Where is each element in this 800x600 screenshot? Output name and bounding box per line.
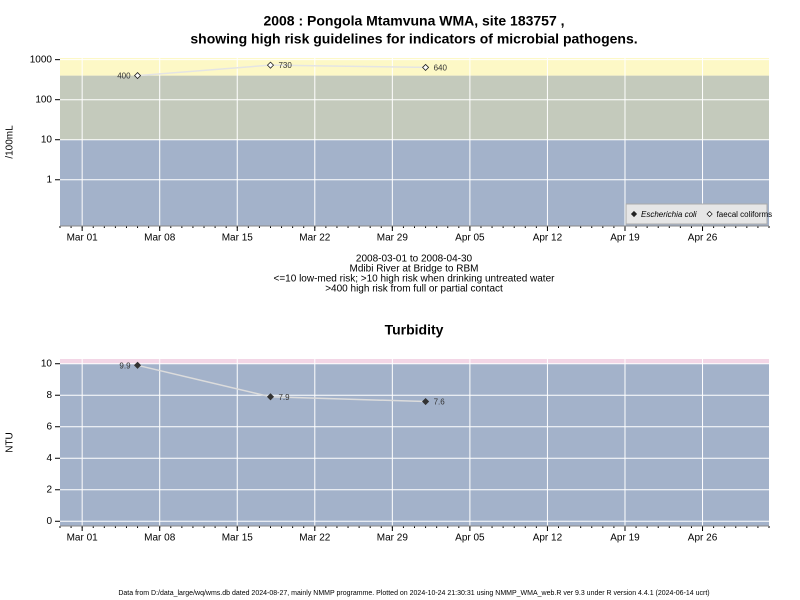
y-tick-label: 1 bbox=[46, 174, 52, 185]
data-label: 7.9 bbox=[278, 393, 290, 402]
subtitle: Mdibi River at Bridge to RBM bbox=[350, 264, 479, 275]
y-tick-label: 100 bbox=[35, 94, 52, 105]
subtitle: >400 high risk from full or partial cont… bbox=[325, 284, 503, 295]
title: 2008 : Pongola Mtamvuna WMA, site 183757… bbox=[263, 13, 564, 29]
y-tick-label: 4 bbox=[46, 453, 52, 464]
x-tick-label: Apr 05 bbox=[455, 233, 485, 244]
data-label: 7.6 bbox=[434, 398, 446, 407]
x-tick-label: Mar 29 bbox=[377, 533, 409, 544]
data-label: 730 bbox=[278, 61, 292, 70]
x-tick-label: Mar 15 bbox=[222, 533, 254, 544]
y-axis-label: /100mL bbox=[5, 125, 16, 159]
y-tick-label: 6 bbox=[46, 421, 52, 432]
subtitle: 2008-03-01 to 2008-04-30 bbox=[356, 254, 473, 265]
x-tick-label: Apr 26 bbox=[688, 233, 718, 244]
footer: Data from D:/data_large/wq/wms.db dated … bbox=[118, 590, 709, 597]
risk-band bbox=[60, 75, 769, 140]
x-tick-label: Apr 12 bbox=[533, 233, 563, 244]
x-tick-label: Mar 22 bbox=[299, 233, 331, 244]
x-tick-label: Apr 12 bbox=[533, 533, 563, 544]
legend-marker bbox=[706, 210, 713, 218]
title: showing high risk guidelines for indicat… bbox=[190, 31, 637, 47]
data-label: 640 bbox=[434, 64, 448, 73]
legend-label: faecal coliforms bbox=[717, 210, 773, 219]
x-tick-label: Apr 26 bbox=[688, 533, 718, 544]
legend: Escherichia coli faecal coliforms bbox=[625, 203, 773, 225]
data-point bbox=[266, 393, 275, 401]
x-tick-label: Apr 05 bbox=[455, 533, 485, 544]
x-tick-label: Mar 08 bbox=[144, 533, 176, 544]
y-tick-label: 2 bbox=[46, 484, 52, 495]
risk-band bbox=[60, 363, 769, 526]
x-tick-label: Mar 01 bbox=[67, 533, 99, 544]
chart-title: Turbidity bbox=[385, 322, 444, 338]
data-point bbox=[422, 397, 430, 406]
x-tick-label: Mar 22 bbox=[299, 533, 331, 544]
data-point bbox=[266, 61, 275, 69]
legend-label: Escherichia coli bbox=[641, 210, 697, 219]
y-tick-label: 10 bbox=[41, 358, 53, 369]
x-tick-label: Mar 29 bbox=[377, 233, 409, 244]
data-point bbox=[133, 72, 142, 80]
subtitle: <=10 low-med risk; >10 high risk when dr… bbox=[274, 274, 556, 285]
y-tick-label: 0 bbox=[46, 516, 52, 527]
x-tick-label: Mar 15 bbox=[222, 233, 254, 244]
x-tick-label: Mar 01 bbox=[67, 233, 99, 244]
y-tick-label: 10 bbox=[41, 134, 53, 145]
data-label: 400 bbox=[117, 72, 131, 81]
y-tick-label: 8 bbox=[46, 390, 52, 401]
y-tick-label: 1000 bbox=[30, 54, 53, 65]
legend-marker bbox=[630, 210, 638, 218]
x-tick-label: Apr 19 bbox=[610, 533, 640, 544]
x-tick-label: Mar 08 bbox=[144, 233, 176, 244]
data-point bbox=[422, 63, 430, 71]
data-label: 9.9 bbox=[119, 361, 131, 370]
y-axis-label: NTU bbox=[5, 432, 16, 453]
data-point bbox=[133, 361, 142, 369]
risk-band bbox=[60, 359, 769, 364]
x-tick-label: Apr 19 bbox=[610, 233, 640, 244]
legend-box bbox=[625, 203, 768, 225]
